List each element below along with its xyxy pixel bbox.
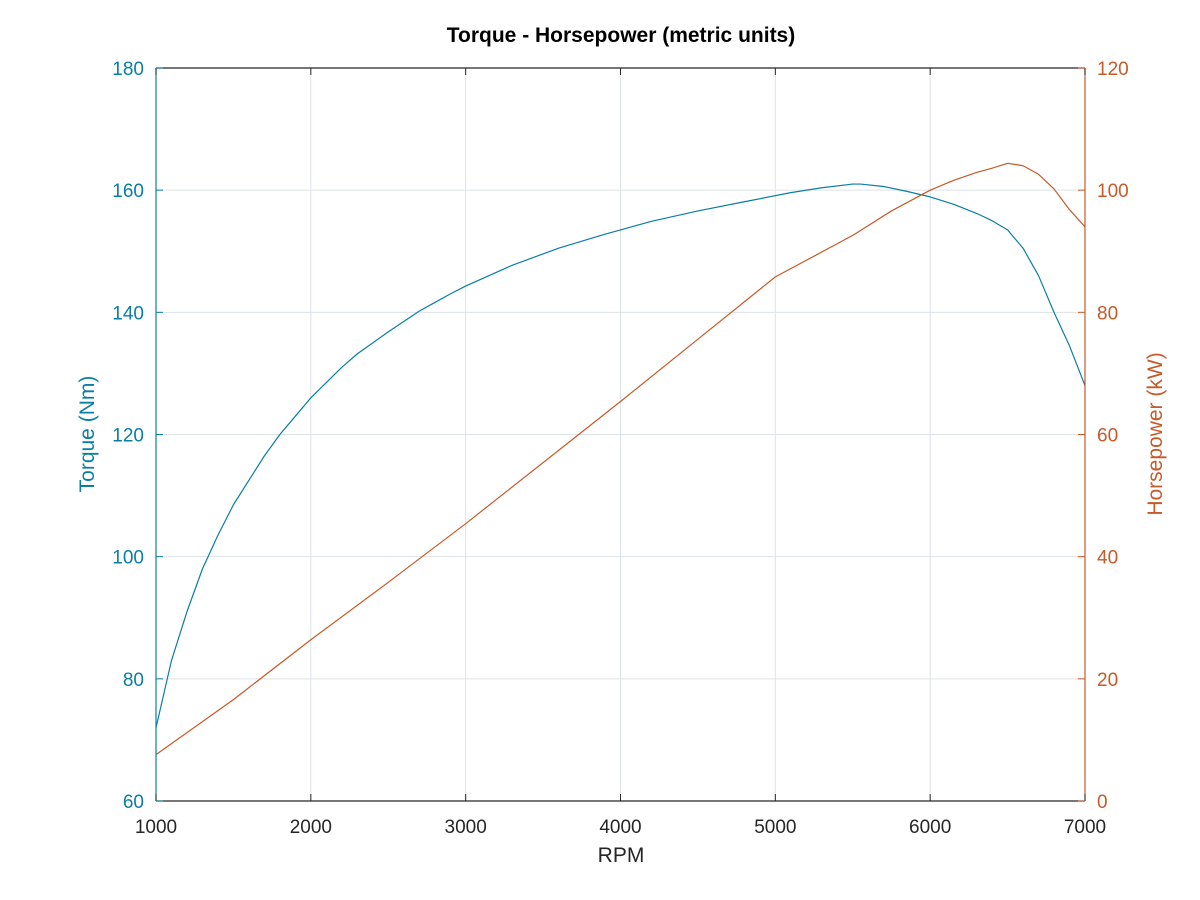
x-axis-label: RPM [598, 844, 645, 867]
series-layer [155, 162, 1086, 756]
y-right-tick-label: 80 [1097, 303, 1118, 324]
y-right-tick-label: 40 [1097, 548, 1118, 569]
x-tick-label: 4000 [599, 817, 641, 838]
x-tick-label: 5000 [754, 817, 796, 838]
x-tick-label: 7000 [1064, 817, 1106, 838]
axes [155, 67, 1086, 802]
tick-labels: 1000 2000 3000 4000 5000 6000 7000608010012014… [112, 59, 1128, 838]
y-left-tick-label: 160 [112, 181, 144, 202]
x-tick-label: 1000 [135, 817, 177, 838]
chart-title: Torque - Horsepower (metric units) [447, 24, 795, 47]
torque-line [155, 183, 1086, 728]
y-left-tick-label: 180 [112, 59, 144, 80]
y-left-tick-label: 100 [112, 548, 144, 569]
y-left-tick-label: 120 [112, 426, 144, 447]
y-left-tick-label: 60 [123, 792, 144, 813]
x-tick-label: 2000 [290, 817, 332, 838]
x-tick-label: 6000 [909, 817, 951, 838]
y-right-axis-label: Horsepower (kW) [1144, 352, 1167, 515]
y-left-axis-label: Torque (Nm) [76, 376, 99, 493]
grid [156, 68, 1085, 801]
y-left-tick-label: 80 [123, 670, 144, 691]
y-right-tick-label: 0 [1097, 792, 1108, 813]
x-tick-label: 3000 [445, 817, 487, 838]
y-right-tick-label: 100 [1097, 181, 1129, 202]
y-left-tick-label: 140 [112, 303, 144, 324]
y-right-tick-label: 120 [1097, 59, 1129, 80]
y-right-tick-label: 20 [1097, 670, 1118, 691]
y-right-tick-label: 60 [1097, 426, 1118, 447]
horsepower-line [155, 162, 1086, 756]
